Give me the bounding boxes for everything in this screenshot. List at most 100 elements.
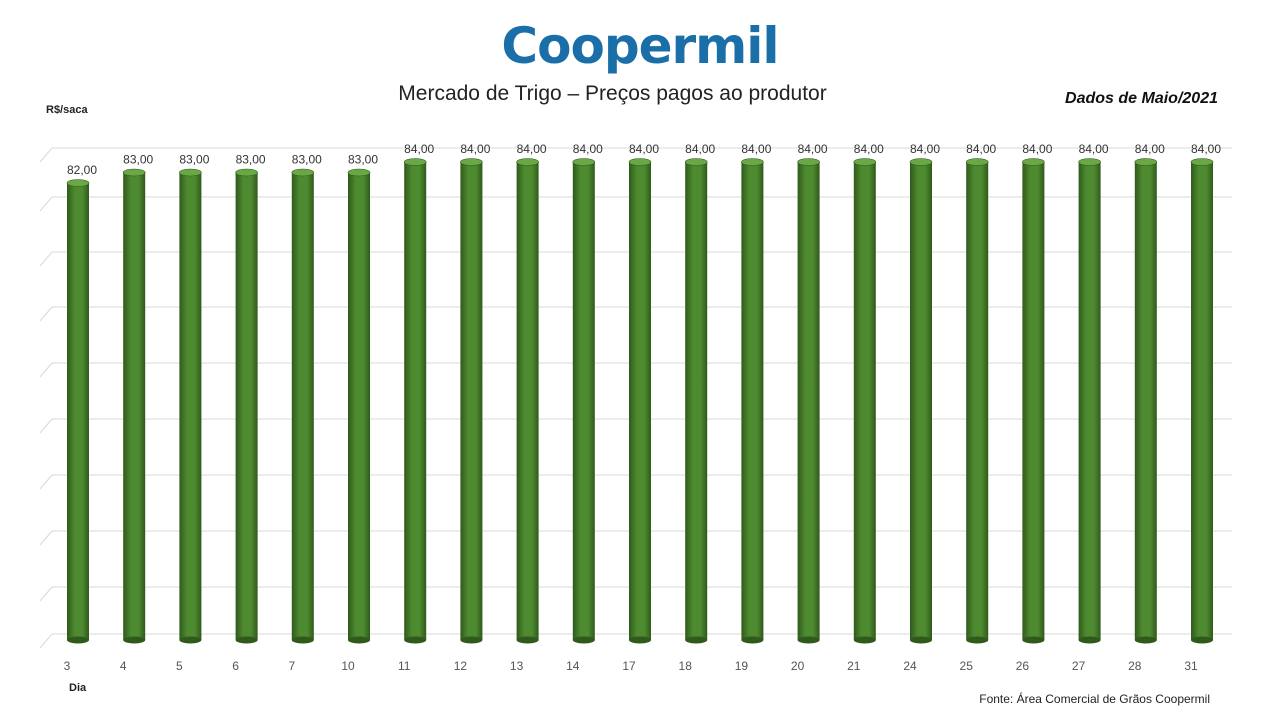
bar-base — [460, 636, 483, 644]
x-tick-label: 13 — [510, 659, 524, 673]
bar-base — [1191, 636, 1213, 644]
bar-base — [741, 636, 764, 644]
bar-5 — [179, 168, 202, 644]
bar-base — [516, 636, 539, 644]
data-label: 84,00 — [798, 142, 828, 156]
bar-base — [853, 636, 876, 644]
bar-top — [1134, 158, 1158, 166]
x-tick-label: 17 — [622, 659, 636, 673]
x-tick-label: 24 — [903, 659, 917, 673]
bar-body — [1022, 162, 1045, 640]
x-tick-label: 11 — [398, 659, 411, 673]
bar-26 — [1022, 158, 1045, 644]
data-label: 83,00 — [123, 153, 153, 167]
data-label: 84,00 — [1135, 142, 1165, 156]
x-tick-label: 28 — [1128, 659, 1142, 673]
bar-base — [797, 636, 820, 644]
x-tick-label: 31 — [1184, 659, 1198, 673]
data-label: 84,00 — [1022, 142, 1052, 156]
gridline-edge — [39, 362, 53, 378]
bar-base — [235, 636, 258, 644]
period-note: Dados de Maio/2021 — [1065, 90, 1218, 107]
x-tick-label: 6 — [232, 659, 239, 673]
bar-body — [516, 162, 539, 640]
bar-25 — [965, 158, 989, 644]
bar-base — [572, 636, 595, 644]
gridline-edge — [39, 306, 53, 322]
source-note: Fonte: Área Comercial de Grãos Coopermil — [979, 692, 1210, 706]
gridline-edge — [39, 633, 53, 649]
bar-18 — [684, 158, 708, 644]
bar-13 — [516, 158, 539, 644]
bar-top — [403, 158, 427, 166]
bar-top — [965, 158, 989, 166]
bar-top — [516, 158, 539, 166]
bar-top — [572, 158, 596, 166]
bar-31 — [1190, 158, 1214, 644]
bar-base — [629, 636, 651, 644]
bar-base — [404, 636, 427, 644]
x-tick-label: 18 — [679, 659, 693, 673]
bar-top — [291, 168, 315, 177]
x-tick-label: 21 — [847, 659, 861, 673]
bar-base — [291, 636, 314, 644]
x-tick-label: 5 — [176, 659, 183, 673]
gridline-edge — [39, 530, 53, 546]
bar-base — [910, 636, 932, 644]
bar-top — [1078, 158, 1101, 166]
bar-17 — [628, 158, 652, 644]
bar-top — [179, 168, 202, 177]
bar-top — [122, 168, 146, 177]
gridline-edge — [39, 418, 53, 434]
bar-body — [910, 162, 932, 640]
bar-top — [235, 168, 258, 177]
bar-base — [1078, 636, 1101, 644]
bar-21 — [853, 158, 877, 644]
x-axis-label: Dia — [69, 682, 87, 694]
bar-body — [235, 172, 258, 640]
bar-12 — [460, 158, 483, 644]
data-label: 84,00 — [741, 142, 771, 156]
chart-title: Mercado de Trigo – Preços pagos ao produ… — [398, 82, 827, 105]
bar-base — [348, 636, 370, 644]
bar-base — [966, 636, 989, 644]
bar-body — [741, 162, 764, 640]
bar-body — [797, 162, 820, 640]
data-label: 83,00 — [236, 153, 266, 167]
bar-base — [179, 636, 202, 644]
bar-base — [123, 636, 146, 644]
x-tick-label: 10 — [341, 659, 355, 673]
data-label: 84,00 — [966, 142, 996, 156]
data-label: 83,00 — [179, 153, 209, 167]
gridline-edge — [39, 586, 53, 602]
bar-top — [66, 179, 90, 187]
bar-top — [909, 158, 933, 166]
bar-11 — [403, 158, 427, 644]
data-label: 84,00 — [910, 142, 940, 156]
data-label: 84,00 — [573, 142, 603, 156]
data-label: 82,00 — [67, 163, 97, 177]
data-label: 84,00 — [1079, 142, 1109, 156]
data-label: 84,00 — [854, 142, 884, 156]
bars — [66, 158, 1214, 644]
data-label: 84,00 — [517, 142, 547, 156]
bar-3 — [66, 179, 90, 644]
gridline-edge — [39, 474, 53, 490]
bar-body — [179, 172, 202, 640]
bar-19 — [741, 158, 764, 644]
bar-4 — [122, 168, 146, 644]
bar-body — [1134, 162, 1157, 640]
x-tick-label: 27 — [1072, 659, 1086, 673]
x-tick-label: 26 — [1016, 659, 1030, 673]
bar-body — [853, 162, 876, 640]
coopermil-logo: Coopermil — [501, 17, 779, 75]
gridline-edge — [39, 147, 53, 163]
bar-body — [291, 172, 314, 640]
bar-body — [1191, 162, 1213, 640]
data-label: 84,00 — [404, 142, 434, 156]
bar-7 — [291, 168, 315, 644]
data-label: 84,00 — [1191, 142, 1221, 156]
bar-base — [1134, 636, 1157, 644]
bar-24 — [909, 158, 933, 644]
